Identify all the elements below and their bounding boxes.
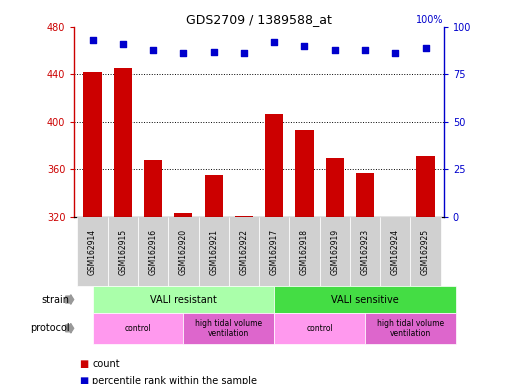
Text: GSM162917: GSM162917 (270, 228, 279, 275)
Bar (356, 173, 374, 384)
Bar (235, 216, 253, 384)
Bar (265, 114, 283, 384)
Point (119, 41, 127, 47)
Text: high tidal volume
ventilation: high tidal volume ventilation (377, 319, 444, 338)
Bar (326, 157, 344, 384)
Point (88, 37, 96, 43)
Text: VALI sensitive: VALI sensitive (331, 295, 399, 305)
Text: GSM162925: GSM162925 (421, 228, 430, 275)
Bar (417, 156, 435, 384)
Text: count: count (92, 359, 120, 369)
Text: GSM162923: GSM162923 (361, 228, 369, 275)
Text: high tidal volume
ventilation: high tidal volume ventilation (195, 319, 262, 338)
Text: percentile rank within the sample: percentile rank within the sample (92, 376, 258, 384)
Text: GSM162924: GSM162924 (391, 228, 400, 275)
Bar (84, 72, 102, 384)
Text: control: control (306, 324, 333, 333)
Point (149, 46, 157, 53)
Text: ■: ■ (80, 359, 89, 369)
Point (361, 46, 369, 53)
Point (422, 45, 430, 51)
Text: ■: ■ (80, 376, 89, 384)
Text: control: control (125, 324, 151, 333)
Point (301, 43, 309, 49)
Point (391, 50, 400, 56)
Text: GSM162921: GSM162921 (209, 228, 218, 275)
Point (179, 50, 187, 56)
Bar (386, 217, 404, 384)
Bar (205, 175, 223, 384)
Text: GSM162916: GSM162916 (149, 228, 157, 275)
Text: GSM162914: GSM162914 (88, 228, 97, 275)
Point (331, 46, 339, 53)
Text: VALI resistant: VALI resistant (150, 295, 217, 305)
Title: GDS2709 / 1389588_at: GDS2709 / 1389588_at (186, 13, 332, 26)
Text: GSM162919: GSM162919 (330, 228, 339, 275)
Bar (174, 214, 192, 384)
Text: strain: strain (41, 295, 69, 305)
Bar (295, 130, 313, 384)
Point (270, 39, 279, 45)
Text: GSM162922: GSM162922 (240, 228, 248, 275)
Text: GSM162920: GSM162920 (179, 228, 188, 275)
Bar (114, 68, 132, 384)
Point (240, 50, 248, 56)
Bar (144, 160, 162, 384)
Point (209, 48, 218, 55)
Text: GSM162915: GSM162915 (119, 228, 127, 275)
Text: GSM162918: GSM162918 (300, 228, 309, 275)
Text: 100%: 100% (416, 15, 444, 25)
Text: protocol: protocol (30, 323, 69, 333)
